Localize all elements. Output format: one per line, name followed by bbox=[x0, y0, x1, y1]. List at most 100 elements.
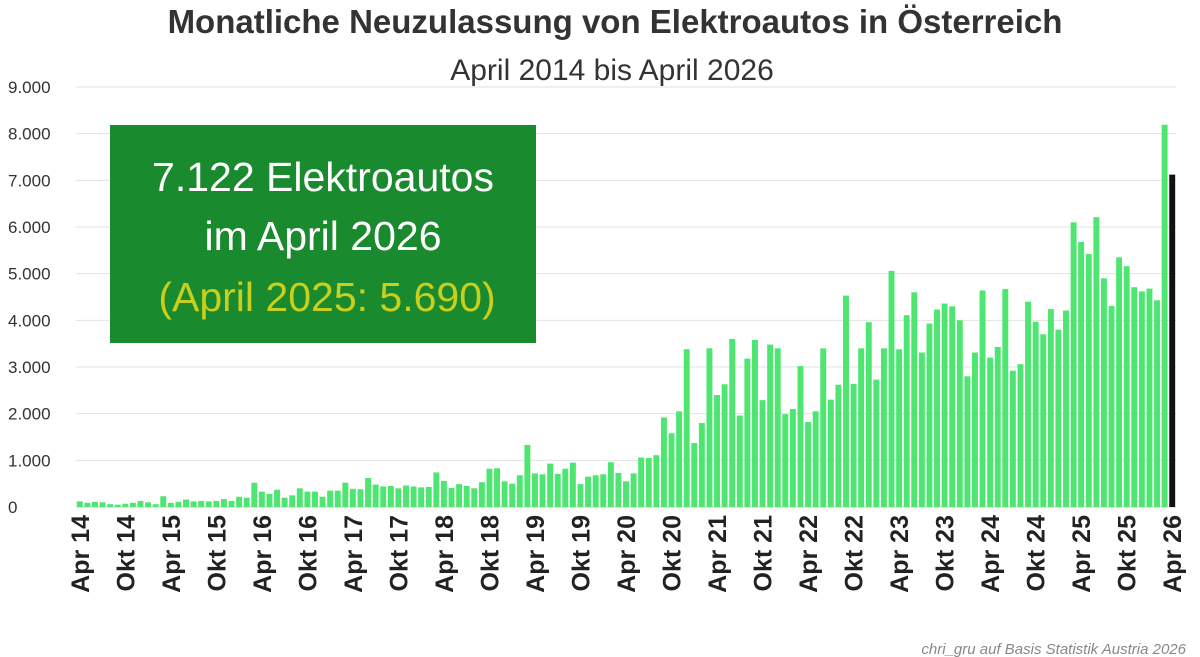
bar bbox=[888, 270, 895, 507]
bar bbox=[706, 348, 713, 507]
y-tick-label: 5.000 bbox=[8, 265, 51, 284]
bar bbox=[653, 455, 660, 507]
bar bbox=[137, 500, 144, 507]
bar bbox=[1085, 254, 1092, 507]
bar bbox=[585, 476, 592, 507]
bar bbox=[547, 463, 554, 507]
bar bbox=[554, 473, 561, 507]
bar bbox=[319, 496, 326, 507]
bar bbox=[736, 415, 743, 507]
bar bbox=[782, 414, 789, 507]
chart-subtitle: April 2014 bis April 2026 bbox=[450, 54, 774, 87]
bar bbox=[243, 497, 250, 507]
bar bbox=[1025, 301, 1032, 507]
bar bbox=[805, 422, 812, 507]
bar bbox=[433, 472, 440, 507]
x-tick-label: Okt 14 bbox=[112, 515, 140, 592]
bar bbox=[365, 478, 372, 507]
bar bbox=[934, 309, 940, 507]
bar bbox=[979, 290, 986, 507]
bar bbox=[926, 323, 933, 507]
bar bbox=[258, 491, 265, 507]
bar bbox=[251, 482, 258, 507]
bar bbox=[562, 468, 569, 507]
bar bbox=[1161, 124, 1168, 508]
x-tick-label: Apr 24 bbox=[977, 515, 1005, 593]
bar bbox=[516, 475, 523, 507]
bar bbox=[395, 488, 402, 507]
bar bbox=[812, 411, 819, 507]
bar bbox=[972, 352, 978, 507]
bars bbox=[76, 124, 1176, 508]
bar bbox=[357, 489, 364, 507]
bar bbox=[342, 482, 349, 507]
x-tick-label: Okt 19 bbox=[568, 515, 596, 591]
bar bbox=[956, 320, 963, 507]
bar bbox=[698, 423, 705, 507]
bar bbox=[1100, 278, 1107, 507]
x-axis-tick-labels: Apr 14 Okt 14 Apr 15 Okt 15 Apr 16 Okt 16 Apr … bbox=[67, 515, 1187, 593]
bar bbox=[827, 399, 834, 507]
bar bbox=[1116, 257, 1123, 507]
bar bbox=[380, 486, 387, 507]
x-tick-label: Apr 16 bbox=[249, 515, 277, 593]
bar bbox=[107, 504, 114, 507]
bar bbox=[1017, 364, 1024, 507]
bar bbox=[281, 497, 288, 507]
y-tick-label: 9.000 bbox=[8, 78, 51, 97]
bar bbox=[160, 496, 167, 507]
bar bbox=[122, 503, 129, 507]
y-tick-label: 8.000 bbox=[8, 125, 51, 144]
bar bbox=[592, 475, 599, 507]
bar bbox=[205, 501, 212, 507]
bar bbox=[645, 458, 652, 507]
x-tick-label: Apr 21 bbox=[704, 515, 732, 593]
bar bbox=[903, 315, 910, 507]
x-tick-label: Apr 17 bbox=[340, 515, 368, 593]
bar bbox=[1078, 241, 1085, 507]
bar bbox=[190, 501, 197, 507]
bar bbox=[850, 383, 857, 507]
bar bbox=[471, 488, 478, 507]
bar bbox=[1032, 321, 1039, 507]
bar bbox=[418, 487, 425, 507]
bar bbox=[213, 500, 220, 507]
bar bbox=[175, 501, 182, 507]
bar bbox=[752, 339, 758, 507]
bar bbox=[327, 490, 334, 507]
bar bbox=[372, 484, 379, 507]
bar bbox=[949, 306, 956, 507]
bar bbox=[1002, 289, 1009, 507]
bar bbox=[539, 474, 546, 507]
bar bbox=[403, 485, 409, 507]
bar bbox=[486, 468, 493, 507]
y-tick-label: 3.000 bbox=[8, 358, 51, 377]
bar bbox=[532, 473, 538, 507]
bar bbox=[994, 346, 1001, 507]
bar bbox=[99, 502, 106, 507]
bar bbox=[183, 499, 189, 507]
bar bbox=[1040, 334, 1047, 507]
bar bbox=[941, 303, 948, 507]
chart-title: Monatliche Neuzulassung von Elektroautos… bbox=[168, 3, 1063, 40]
bar bbox=[729, 339, 736, 507]
bar bbox=[425, 486, 432, 507]
bar bbox=[304, 491, 311, 507]
bar bbox=[289, 495, 296, 507]
bar bbox=[767, 344, 774, 507]
bar bbox=[638, 457, 645, 507]
bar bbox=[873, 379, 880, 507]
callout-line-2: im April 2026 bbox=[204, 213, 441, 259]
bar bbox=[569, 462, 576, 507]
bar bbox=[660, 417, 667, 507]
x-tick-label: Apr 22 bbox=[795, 515, 823, 593]
callout-box: 7.122 Elektroautos im April 2026 (April … bbox=[110, 125, 536, 343]
bar bbox=[478, 482, 485, 507]
y-tick-label: 0 bbox=[8, 498, 17, 517]
bar bbox=[858, 348, 865, 507]
x-tick-label: Okt 20 bbox=[659, 515, 687, 591]
y-axis-tick-labels: 0 1.000 2.000 3.000 4.000 5.000 6.000 7.000 8.00… bbox=[8, 78, 51, 517]
bar bbox=[448, 487, 455, 507]
x-tick-label: Apr 14 bbox=[67, 515, 95, 593]
x-tick-label: Okt 24 bbox=[1023, 515, 1051, 592]
